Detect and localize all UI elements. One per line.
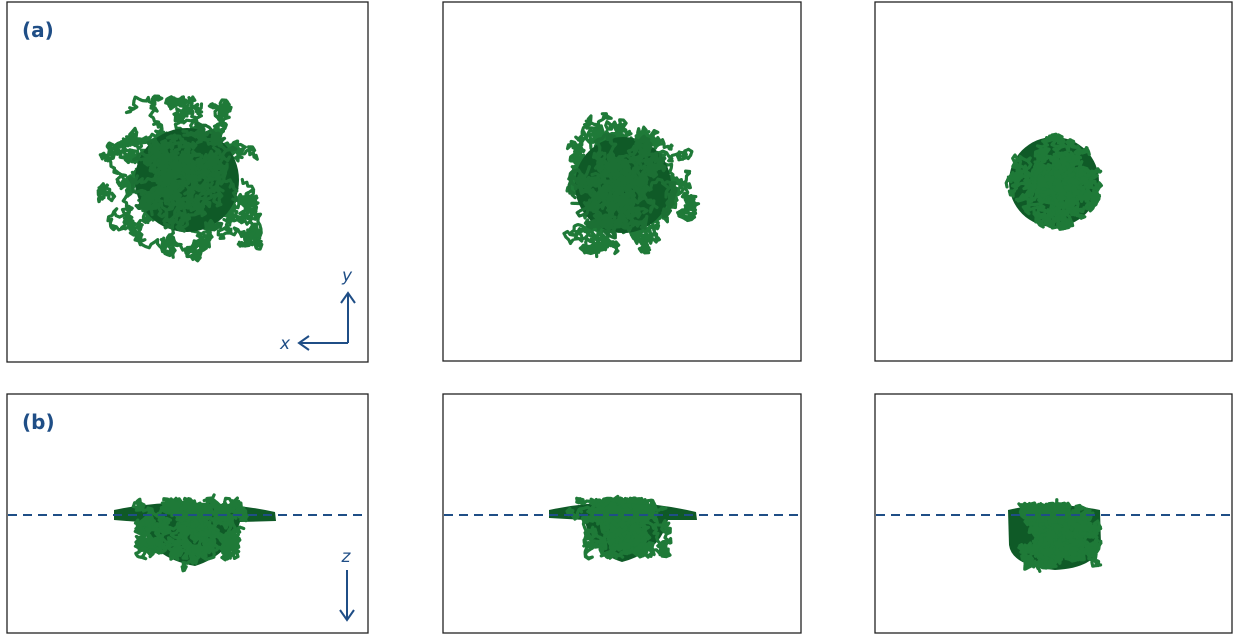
axis-label: x bbox=[279, 334, 291, 354]
panel-label: (a) bbox=[22, 18, 54, 42]
polymer-chain bbox=[1061, 144, 1091, 166]
polymer-chain bbox=[121, 129, 166, 151]
polymer-chain bbox=[590, 171, 614, 206]
polymer-chain bbox=[1071, 539, 1103, 568]
polymer-chain bbox=[1027, 514, 1062, 540]
polymer-chain bbox=[132, 223, 177, 259]
polymer-chain bbox=[617, 188, 635, 209]
polymer-chain bbox=[603, 160, 639, 179]
polymer-chain bbox=[1052, 179, 1067, 202]
polymer-chain bbox=[1034, 174, 1050, 195]
polymer-chain bbox=[200, 123, 238, 163]
polymer-chain bbox=[209, 154, 229, 174]
polymer-chain bbox=[140, 203, 159, 225]
polymer-chain bbox=[138, 194, 158, 217]
polymer-chain bbox=[592, 151, 628, 185]
axis-label: y bbox=[341, 266, 353, 286]
polymer-chain bbox=[162, 180, 187, 225]
polymer-chain bbox=[604, 501, 632, 529]
polymer-chain bbox=[202, 493, 236, 526]
polymer-chain bbox=[238, 193, 260, 248]
polymer-chain bbox=[162, 176, 180, 212]
polymer-chain bbox=[207, 154, 225, 190]
polymer-chain bbox=[1008, 168, 1038, 193]
polymer-chain bbox=[1032, 207, 1053, 229]
polymer-chain bbox=[106, 207, 144, 232]
polymer-chain bbox=[207, 98, 233, 118]
polymer-chain bbox=[127, 174, 162, 196]
polymer-chain bbox=[131, 145, 162, 188]
polymer-chain bbox=[582, 529, 601, 561]
polymer-chain bbox=[592, 212, 615, 231]
polymer-chain bbox=[633, 138, 651, 162]
polymer-chain bbox=[164, 95, 194, 111]
polymer-chain bbox=[204, 218, 224, 232]
polymer-chain bbox=[650, 138, 694, 163]
polymer-chain bbox=[677, 194, 701, 223]
polymer-chain bbox=[178, 141, 198, 171]
polymer-chain bbox=[159, 225, 183, 258]
polymer-chain bbox=[193, 167, 214, 196]
polymer-chain bbox=[1052, 538, 1079, 566]
polymer-chain bbox=[578, 237, 621, 256]
polymer-chain bbox=[131, 497, 155, 532]
polymer-chain bbox=[219, 536, 242, 554]
polymer-chain bbox=[593, 132, 618, 169]
y-arrow bbox=[340, 291, 356, 343]
polymer-chain bbox=[186, 543, 216, 565]
polymer-chain bbox=[582, 197, 616, 213]
polymer-chain bbox=[195, 129, 227, 146]
z-arrow bbox=[339, 570, 355, 622]
polymer-chain bbox=[1041, 133, 1066, 148]
polymer-chain bbox=[227, 499, 248, 534]
polymer-chain bbox=[1056, 138, 1078, 168]
polymer-chain bbox=[1023, 533, 1048, 560]
polymer-chain bbox=[1017, 501, 1044, 532]
polymer-chain bbox=[170, 518, 213, 538]
polymer-chain bbox=[620, 155, 651, 191]
polymer-chain bbox=[642, 526, 673, 558]
polymer-chain bbox=[181, 121, 208, 140]
polymer-chain bbox=[236, 200, 264, 247]
polymer-chain bbox=[165, 540, 186, 561]
polymer-chain bbox=[1010, 153, 1033, 174]
panel-label: (b) bbox=[22, 410, 55, 434]
polymer-chain bbox=[599, 530, 635, 560]
polymer-chain bbox=[134, 527, 170, 548]
polymer-chain bbox=[159, 497, 191, 523]
polymer-chain bbox=[661, 189, 678, 219]
polymer-chain bbox=[96, 182, 117, 204]
polymer-chain bbox=[185, 229, 212, 263]
polymer-chain bbox=[1057, 540, 1086, 562]
polymer-chain bbox=[648, 512, 672, 559]
x-arrow bbox=[297, 335, 348, 351]
polymer-chain bbox=[1069, 188, 1095, 203]
polymer-chain bbox=[1017, 541, 1048, 571]
polymer-chain bbox=[217, 198, 240, 227]
polymer-chain bbox=[146, 138, 175, 156]
polymer-chain bbox=[152, 187, 177, 219]
polymer-chain bbox=[1038, 528, 1056, 559]
polymer-chain bbox=[98, 144, 128, 185]
polymer-chain bbox=[595, 497, 619, 527]
polymer-chain bbox=[189, 190, 214, 218]
polymer-chain bbox=[1067, 503, 1090, 535]
polymer-chain bbox=[124, 94, 164, 131]
axis-label: z bbox=[341, 547, 352, 567]
polymer-chain bbox=[1076, 167, 1104, 191]
polymer-chain bbox=[1038, 502, 1065, 528]
polymer-chain bbox=[1054, 194, 1083, 212]
polymer-chain bbox=[567, 168, 598, 200]
polymer-chain bbox=[178, 149, 202, 175]
polymer-chain bbox=[584, 236, 609, 254]
